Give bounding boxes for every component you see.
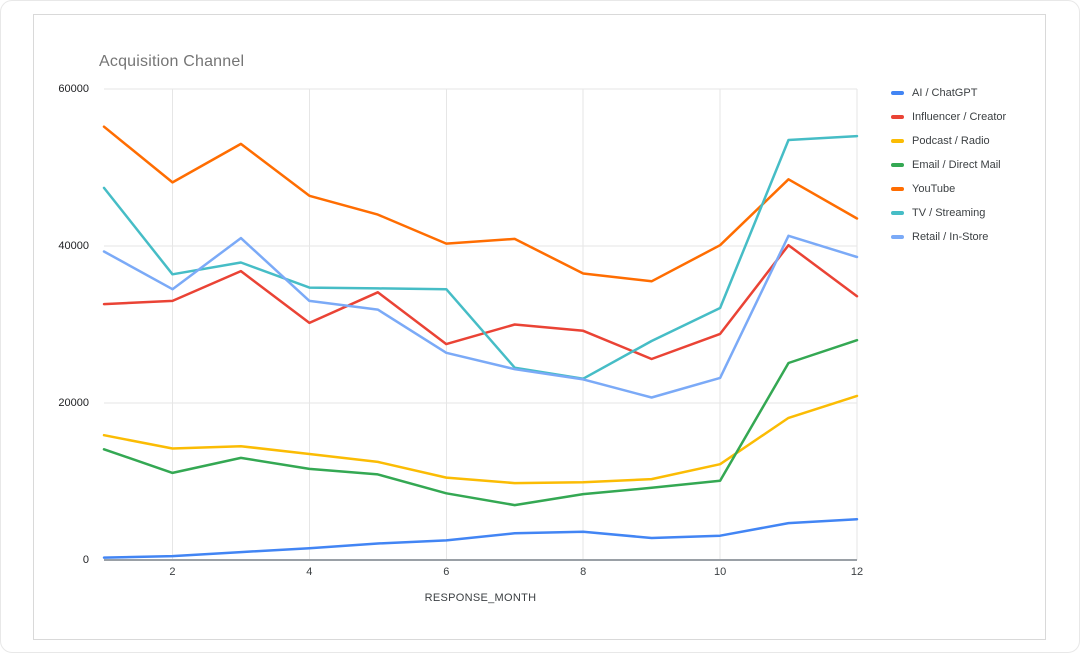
series-line-email-direct-mail[interactable] — [102, 338, 859, 507]
legend-label: Influencer / Creator — [912, 111, 1007, 123]
legend-item-tv-streaming[interactable]: TV / Streaming — [891, 201, 1006, 225]
legend-swatch-icon — [891, 115, 904, 119]
legend-label: Retail / In-Store — [912, 231, 989, 243]
series-line-youtube[interactable] — [102, 125, 859, 283]
y-axis-tick-label: 20000 — [58, 397, 89, 409]
legend-label: AI / ChatGPT — [912, 87, 978, 99]
legend-swatch-icon — [891, 139, 904, 143]
legend-item-retail-in-store[interactable]: Retail / In-Store — [891, 225, 1006, 249]
x-axis-tick-label: 2 — [169, 566, 176, 578]
legend-swatch-icon — [891, 235, 904, 239]
legend-item-youtube[interactable]: YouTube — [891, 177, 1006, 201]
y-axis-tick-label: 0 — [82, 554, 89, 566]
series-line-retail-in-store[interactable] — [102, 234, 859, 399]
x-axis-tick-label: 12 — [850, 566, 864, 578]
x-axis-tick-label: 10 — [713, 566, 727, 578]
y-axis-tick-label: 60000 — [58, 83, 89, 95]
legend-label: Email / Direct Mail — [912, 159, 1001, 171]
legend-label: TV / Streaming — [912, 207, 986, 219]
x-axis-tick-label: 4 — [306, 566, 313, 578]
x-axis-tick-label: 8 — [580, 566, 587, 578]
chart-legend: AI / ChatGPT Influencer / Creator Podcas… — [891, 81, 1006, 249]
legend-item-email-direct-mail[interactable]: Email / Direct Mail — [891, 153, 1006, 177]
legend-label: YouTube — [912, 183, 956, 195]
series-line-podcast-radio[interactable] — [102, 394, 859, 485]
legend-item-podcast-radio[interactable]: Podcast / Radio — [891, 129, 1006, 153]
y-axis-tick-label: 40000 — [58, 240, 89, 252]
legend-swatch-icon — [891, 163, 904, 167]
legend-label: Podcast / Radio — [912, 135, 990, 147]
legend-item-ai-chatgpt[interactable]: AI / ChatGPT — [891, 81, 1006, 105]
legend-swatch-icon — [891, 91, 904, 95]
x-axis-tick-label: 6 — [443, 566, 450, 578]
legend-item-influencer-creator[interactable]: Influencer / Creator — [891, 105, 1006, 129]
legend-swatch-icon — [891, 211, 904, 215]
series-line-ai-chatgpt[interactable] — [102, 517, 859, 559]
chart-title: Acquisition Channel — [99, 53, 245, 70]
series-line-tv-streaming[interactable] — [102, 134, 859, 380]
legend-swatch-icon — [891, 187, 904, 191]
series-line-influencer-creator[interactable] — [102, 243, 859, 361]
x-axis-title: RESPONSE_MONTH — [424, 592, 537, 604]
gridlines — [104, 88, 858, 561]
